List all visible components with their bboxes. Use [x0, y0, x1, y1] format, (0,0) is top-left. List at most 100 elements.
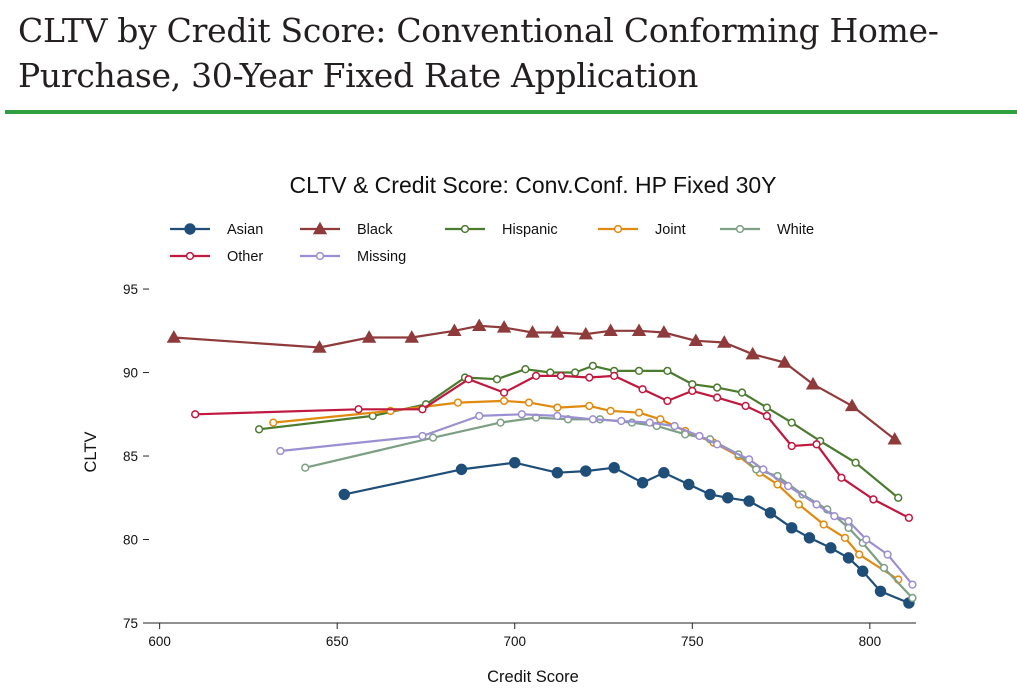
data-point-other [556, 371, 566, 381]
data-point-missing [759, 465, 768, 474]
x-tick-label: 600 [148, 634, 171, 649]
data-point-black [745, 346, 760, 360]
data-point-black [578, 326, 593, 340]
legend-label: Other [227, 249, 263, 265]
legend-item-joint: Joint [598, 222, 686, 238]
data-point-black [688, 333, 704, 347]
data-point-white [844, 523, 853, 532]
data-point-missing [712, 440, 722, 449]
data-point-asian [608, 462, 620, 474]
x-tick-label: 800 [859, 634, 882, 649]
data-point-asian [551, 467, 564, 479]
data-point-black [805, 376, 821, 390]
data-point-joint [453, 398, 463, 407]
data-point-hispanic [588, 361, 598, 371]
data-point-missing [588, 415, 598, 424]
data-point-joint [499, 396, 509, 406]
data-point-black [887, 432, 902, 445]
data-point-other [499, 388, 509, 397]
data-point-asian [857, 565, 869, 577]
data-point-joint [855, 550, 864, 559]
data-point-asian [722, 492, 734, 504]
data-point-asian [786, 522, 798, 534]
data-point-white [428, 433, 438, 442]
data-point-missing [784, 481, 793, 491]
data-point-black [447, 323, 462, 337]
data-point-hispanic [688, 380, 697, 389]
data-point-asian [509, 457, 521, 469]
data-point-black [550, 325, 565, 338]
data-point-asian [764, 507, 777, 519]
data-point-joint [553, 403, 562, 412]
y-tick-label: 80 [123, 533, 138, 548]
data-point-hispanic [894, 493, 903, 502]
data-point-other [418, 405, 427, 414]
legend: Asian Black Hispanic Joint White Other Missing [170, 221, 814, 265]
legend-item-missing: Missing [300, 249, 406, 265]
data-point-joint [585, 401, 594, 411]
data-point-missing [908, 580, 917, 589]
data-point-other [688, 386, 697, 396]
legend-item-other: Other [170, 249, 263, 265]
data-point-joint [634, 408, 644, 417]
series-asian [338, 457, 915, 609]
data-point-hispanic [492, 375, 502, 384]
data-point-missing [812, 500, 821, 509]
y-tick-label: 85 [123, 449, 138, 464]
data-point-other [904, 513, 914, 522]
data-point-hispanic [737, 388, 747, 397]
legend-label: Joint [655, 222, 686, 238]
data-point-black [472, 318, 487, 332]
y-axis-label: CLTV [82, 432, 100, 473]
data-point-other [191, 410, 200, 419]
x-tick-label: 650 [326, 634, 349, 649]
data-point-hispanic [254, 425, 264, 434]
data-point-joint [269, 418, 278, 427]
series-black [166, 318, 902, 445]
data-point-joint [840, 533, 850, 542]
series-layer [166, 318, 917, 609]
data-point-asian [842, 552, 855, 564]
data-point-missing [276, 446, 285, 456]
data-point-white [879, 563, 889, 573]
data-point-missing [418, 431, 427, 441]
data-point-black [525, 325, 540, 338]
data-point-asian [683, 478, 695, 491]
data-point-joint [656, 415, 665, 424]
data-point-black [404, 330, 419, 343]
legend-item-black: Black [300, 221, 393, 238]
series-missing [276, 410, 917, 589]
data-point-hispanic [570, 368, 580, 377]
data-point-other [812, 440, 821, 449]
series-hispanic [254, 361, 903, 502]
data-point-hispanic [663, 366, 672, 376]
data-point-black [777, 355, 792, 368]
data-point-hispanic [521, 365, 530, 374]
data-point-missing [744, 455, 754, 464]
legend-item-hispanic: Hispanic [445, 222, 558, 238]
data-point-other [762, 411, 772, 421]
data-point-other [531, 371, 541, 381]
data-point-asian [658, 467, 670, 479]
data-point-other [741, 401, 750, 411]
data-point-other [869, 495, 878, 504]
data-point-hispanic [634, 366, 644, 376]
data-point-white [908, 593, 917, 603]
x-axis-label: Credit Score [487, 668, 579, 686]
data-point-hispanic [712, 383, 722, 392]
legend-swatch-marker [184, 223, 196, 235]
data-point-missing [883, 550, 892, 559]
legend-label: Black [357, 222, 393, 238]
data-point-black [361, 330, 377, 343]
data-point-joint [524, 398, 534, 407]
data-point-missing [844, 516, 853, 526]
legend-item-asian: Asian [170, 222, 263, 238]
data-point-missing [617, 416, 626, 426]
data-point-other [354, 405, 363, 414]
data-point-hispanic [787, 418, 796, 427]
legend-swatch-marker [185, 251, 195, 261]
legend-item-white: White [720, 222, 814, 238]
data-point-missing [553, 411, 562, 421]
data-point-missing [517, 410, 526, 419]
axes: 600 650 700 750 800 75 80 85 90 95 [123, 282, 916, 649]
